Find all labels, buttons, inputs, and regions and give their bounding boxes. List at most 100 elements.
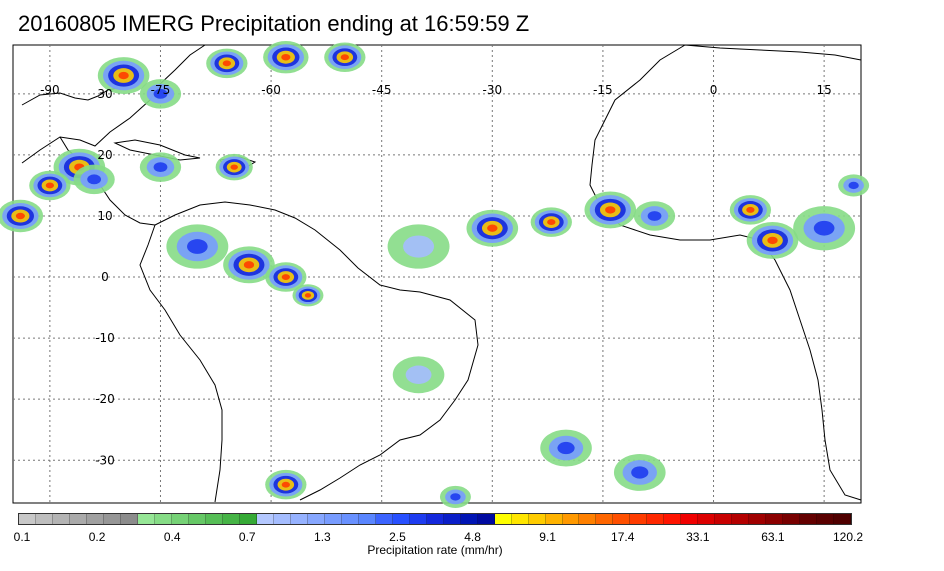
colorbar-swatch (307, 514, 325, 524)
colorbar-label: 33.1 (686, 530, 710, 544)
precip-cell (403, 235, 435, 258)
colorbar-swatch (494, 514, 512, 524)
colorbar-swatch (239, 514, 257, 524)
colorbar-swatch (35, 514, 53, 524)
colorbar-swatch (290, 514, 308, 524)
precip-cell (450, 493, 461, 501)
south-america-coast (139, 201, 479, 503)
colorbar-swatch (664, 514, 682, 524)
map-title: 20160805 IMERG Precipitation ending at 1… (18, 11, 530, 36)
colorbar-label: 120.2 (832, 530, 864, 544)
colorbar-swatch (834, 514, 852, 524)
lon-tick-label: -75 (151, 83, 171, 97)
colorbar-swatch (256, 514, 274, 524)
colorbar-swatch (596, 514, 614, 524)
precip-cell (87, 174, 101, 185)
lat-tick-label: 0 (101, 270, 109, 284)
colorbar-label: 0.7 (238, 530, 256, 544)
precip-cell (281, 53, 291, 61)
lat-tick-label: -10 (95, 331, 115, 345)
precip-cell (340, 54, 349, 61)
lat-tick-label: 30 (97, 87, 112, 101)
lon-tick-label: 15 (816, 83, 831, 97)
colorbar-swatch (630, 514, 648, 524)
precip-cell (153, 162, 168, 173)
precip-cell (153, 88, 168, 99)
precip-cell (605, 206, 616, 214)
tick-labels: -90 -75 -60 -45 -30 -15 0 15 30 20 10 0 -10 -20 -30 (40, 83, 832, 467)
colorbar-swatch (698, 514, 716, 524)
precip-cell (45, 182, 54, 189)
colorbar-swatch (715, 514, 733, 524)
africa-coast (589, 44, 862, 501)
cuba-outline (113, 139, 201, 161)
colorbar-swatch (375, 514, 393, 524)
precip-cell (487, 224, 498, 232)
precip-cell (547, 219, 556, 226)
lon-tick-label: 0 (710, 83, 718, 97)
precip-cell (304, 293, 312, 298)
colorbar-swatch (681, 514, 699, 524)
north-america-coast (21, 44, 206, 164)
precip-cell (848, 181, 859, 190)
colorbar-swatch (324, 514, 342, 524)
colorbar-swatch (19, 514, 36, 524)
precip-cell (243, 261, 255, 269)
colorbar-title: Precipitation rate (mm/hr) (367, 543, 503, 557)
colorbar-swatch (613, 514, 631, 524)
colorbar-swatch (511, 514, 529, 524)
colorbar-label: 0.1 (13, 530, 31, 544)
colorbar-label: 0.2 (88, 530, 106, 544)
colorbar-swatch (732, 514, 750, 524)
colorbar-swatch (120, 514, 138, 524)
lon-tick-label: -45 (372, 83, 392, 97)
colorbar-swatch (69, 514, 87, 524)
precip-cell (15, 212, 25, 220)
colorbar-swatch (154, 514, 172, 524)
precip-cell (187, 239, 208, 254)
colorbar-swatch (817, 514, 835, 524)
colorbar-swatch (562, 514, 580, 524)
precip-cell (230, 164, 238, 170)
colorbar-swatch (443, 514, 461, 524)
precip-cell (557, 441, 575, 455)
lat-tick-label: 20 (97, 148, 112, 162)
colorbar-label: 17.4 (611, 530, 635, 544)
precip-cell (118, 71, 129, 80)
colorbar-swatch (783, 514, 801, 524)
precip-cell (746, 206, 755, 213)
colorbar-label: 0.4 (163, 530, 181, 544)
colorbar-swatch (137, 514, 155, 524)
map-frame (12, 44, 862, 504)
colorbar-swatch (392, 514, 410, 524)
colorbar-label: 9.1 (539, 530, 556, 544)
colorbar (18, 513, 852, 525)
lon-tick-label: -30 (482, 83, 502, 97)
lat-tick-label: -20 (95, 392, 115, 406)
colorbar-swatch (222, 514, 240, 524)
precipitation-map: -90 -75 -60 -45 -30 -15 0 15 30 20 10 0 -10 -20 -30 (0, 40, 870, 508)
colorbar-swatch (766, 514, 784, 524)
lon-tick-label: -15 (593, 83, 613, 97)
colorbar-swatch (426, 514, 444, 524)
precip-cell (813, 220, 835, 236)
colorbar-swatch (205, 514, 223, 524)
colorbar-swatch (358, 514, 376, 524)
precip-cell (405, 365, 432, 384)
colorbar-swatch (749, 514, 767, 524)
precip-cell (222, 60, 231, 67)
precip-cell (767, 236, 778, 245)
colorbar-swatch (341, 514, 359, 524)
precipitation-cells (0, 40, 870, 508)
colorbar-label: 4.8 (464, 530, 481, 544)
precip-cell (281, 274, 290, 281)
colorbar-label: 1.3 (314, 530, 331, 544)
colorbar-swatch (52, 514, 70, 524)
colorbar-label: 2.5 (389, 530, 406, 544)
colorbar-swatch (528, 514, 546, 524)
precip-cell (631, 466, 649, 479)
colorbar-swatch (647, 514, 665, 524)
lon-tick-label: -60 (261, 83, 281, 97)
lon-tick-label: -90 (40, 83, 60, 97)
lat-tick-label: -30 (95, 453, 115, 467)
